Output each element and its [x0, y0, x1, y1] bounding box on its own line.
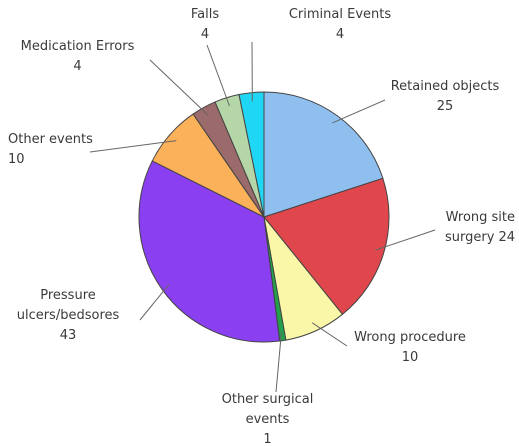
category-name: Falls: [190, 7, 220, 22]
category-name: Medication Errors: [20, 39, 135, 54]
category-name: Other events: [8, 132, 93, 147]
value-label: 10: [401, 350, 419, 365]
value-label: 1: [263, 432, 272, 446]
value-label: 4: [73, 59, 82, 74]
leader-line: [89, 140, 177, 153]
category-name: Retained objects: [390, 79, 500, 94]
pie-slice: [263, 91, 384, 218]
leader-line: [311, 322, 348, 347]
slice-label: Falls 4: [170, 5, 240, 45]
leader-line: [275, 331, 282, 393]
value-label: 10: [8, 152, 25, 167]
category-name: Other surgical events: [221, 392, 314, 427]
slice-label: Other surgical events 1: [210, 390, 325, 446]
value-label: 4: [200, 27, 210, 42]
leader-line: [375, 229, 436, 251]
leader-line: [206, 44, 230, 107]
value-label: 24: [498, 230, 515, 245]
category-name: Pressure ulcers/bedsores: [16, 288, 120, 323]
category-name: Criminal Events: [288, 7, 392, 22]
leader-line: [149, 59, 209, 116]
pie-slice: [138, 160, 281, 343]
slice-label: Other events 10: [8, 130, 108, 170]
slice-label: Wrong procedure 10: [345, 328, 475, 368]
value-label: 4: [335, 27, 345, 42]
category-name: Wrong site surgery: [445, 210, 515, 245]
value-label: 43: [59, 328, 77, 343]
pie-slice: [263, 177, 390, 316]
category-name: Wrong procedure: [354, 330, 466, 345]
slice-label: Pressure ulcers/bedsores 43: [12, 286, 124, 346]
slice-label: Wrong site surgery 24: [420, 208, 515, 248]
slice-label: Medication Errors 4: [10, 37, 145, 77]
slice-label: Retained objects 25: [385, 77, 505, 117]
leader-line: [139, 283, 170, 321]
leader-line: [332, 99, 386, 124]
pie-slice: [238, 91, 265, 218]
slice-label: Criminal Events 4: [275, 5, 405, 45]
value-label: 25: [436, 99, 454, 114]
